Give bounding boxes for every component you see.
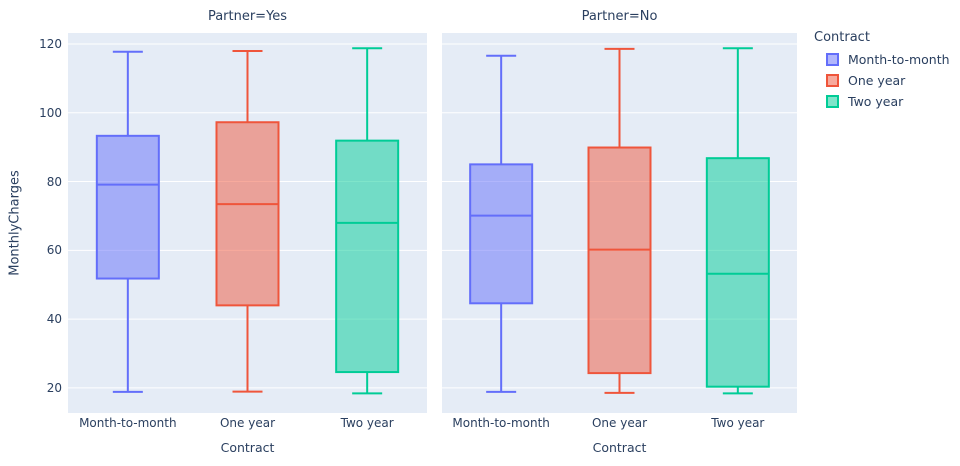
x-axis-title-partner-yes: Contract: [220, 440, 275, 455]
legend-item-two-year[interactable]: Two year: [826, 94, 958, 109]
x-axis-title-partner-no: Contract: [592, 440, 647, 455]
x-tick-label: One year: [219, 416, 276, 430]
legend-item-month-to-month[interactable]: Month-to-month: [826, 52, 958, 67]
facet-svg: [442, 43, 797, 395]
box-partner-no-one-year[interactable]: [587, 47, 652, 394]
x-tick-label: One year: [591, 416, 648, 430]
legend-swatch-one-year[interactable]: [826, 74, 839, 87]
x-tick-label: Two year: [711, 416, 765, 430]
x-tick-label: Month-to-month: [79, 416, 177, 430]
x-tick-label: Two year: [340, 416, 394, 430]
legend-swatch-two-year[interactable]: [826, 95, 839, 108]
legend-swatch-month-to-month[interactable]: [826, 53, 839, 66]
plot-area-partner-yes[interactable]: [68, 33, 427, 413]
facet-svg: [68, 43, 427, 395]
legend-label-month-to-month[interactable]: Month-to-month: [848, 52, 950, 67]
y-tick-label: 40: [46, 312, 62, 327]
box-partner-no-month-to-month[interactable]: [469, 54, 534, 393]
legend-label-one-year[interactable]: One year: [848, 73, 906, 88]
box-partner-yes-two-year[interactable]: [335, 47, 400, 395]
y-tick-label: 80: [46, 174, 62, 189]
box-partner-yes-one-year[interactable]: [215, 50, 280, 393]
x-tick-label: Month-to-month: [452, 416, 550, 430]
box-partner-no-two-year[interactable]: [705, 47, 770, 395]
legend-item-one-year[interactable]: One year: [826, 73, 958, 88]
legend-label-two-year[interactable]: Two year: [848, 94, 904, 109]
box-partner-yes-month-to-month[interactable]: [95, 50, 160, 393]
facet-title-partner-no: Partner=No: [581, 9, 658, 24]
legend: Contract Month-to-month One year Two yea…: [812, 30, 958, 115]
y-tick-label: 100: [39, 105, 62, 120]
y-tick-label: 120: [39, 37, 62, 51]
y-tick-label: 20: [46, 380, 62, 395]
y-tick-label: 60: [46, 243, 62, 258]
legend-title: Contract: [814, 30, 870, 45]
plot-area-partner-no[interactable]: [442, 33, 797, 413]
facet-title-partner-yes: Partner=Yes: [207, 9, 288, 24]
